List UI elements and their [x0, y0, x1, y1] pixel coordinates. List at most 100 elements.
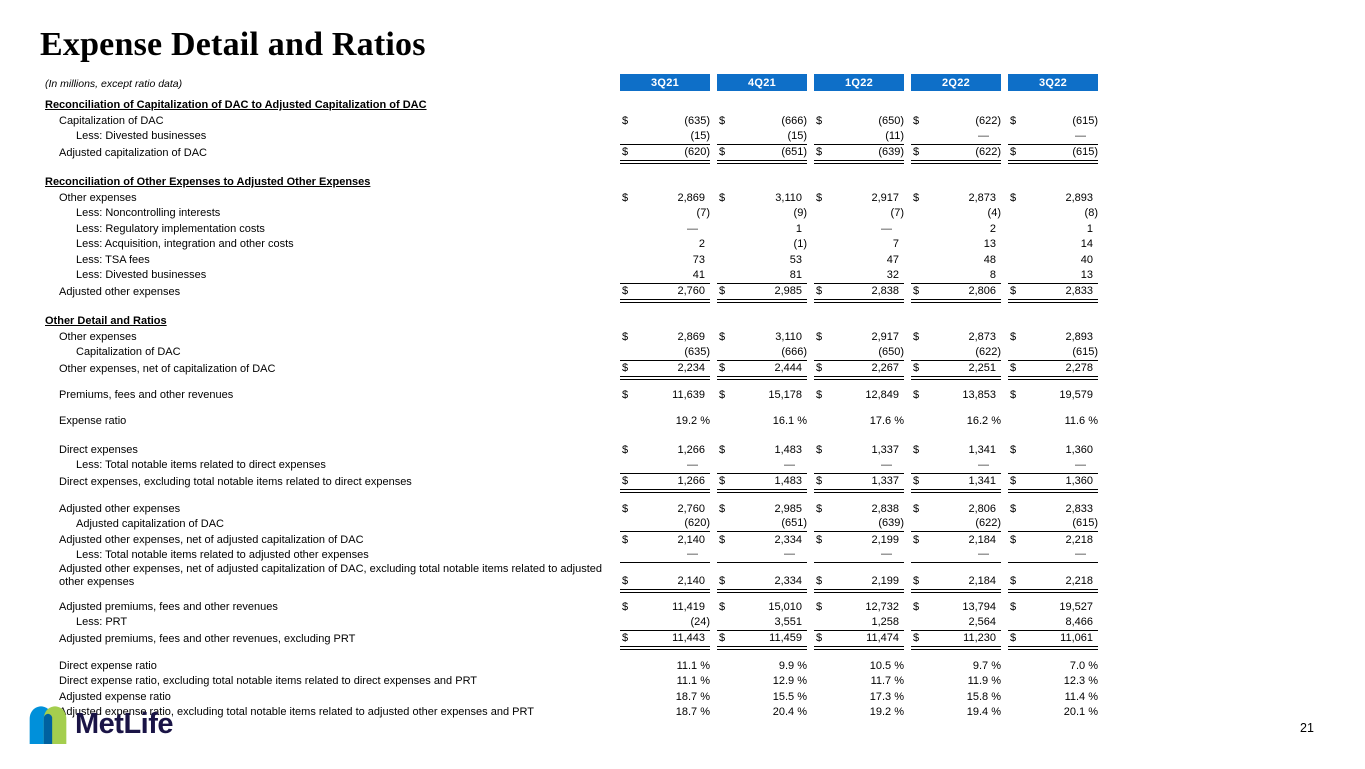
value-text: 3,110: [775, 330, 802, 343]
column-headers: 3Q21 4Q21 1Q22 2Q22 3Q22: [620, 74, 1108, 91]
table-row: Capitalization of DAC (635) (666) (650) (622…: [45, 345, 1108, 361]
value-text: —: [687, 459, 698, 471]
value-text: 10.5 %: [869, 659, 904, 672]
value-text: 73: [692, 253, 705, 266]
dollar-sign: $: [1010, 632, 1017, 644]
value-cell: $19,527: [1008, 601, 1098, 615]
value-text: 9.9 %: [778, 659, 807, 672]
value-text: 1,337: [871, 443, 899, 456]
row-label: Less: Divested businesses: [76, 130, 207, 142]
row-values: — — — — —: [620, 459, 1098, 473]
row-values: $2,140 $2,334 $2,199 $2,184 $2,218: [620, 534, 1098, 548]
table-row: Adjusted capitalization of DAC $ (620) $ (65…: [45, 144, 1108, 164]
value-text: 2,184: [968, 533, 996, 546]
table-row: Less: TSA fees 73 53 47 48 40: [45, 252, 1108, 268]
section-header-row: Other Detail and Ratios: [45, 313, 1108, 329]
value-cell: (9): [717, 207, 807, 221]
value-cell: —: [911, 459, 1001, 473]
value-cell: (8): [1008, 207, 1098, 221]
dollar-sign: $: [719, 575, 726, 587]
value-cell: $ (651): [717, 144, 807, 164]
row-values: $2,760 $2,985 $2,838 $2,806 $2,833: [620, 503, 1098, 517]
value-text: —: [881, 459, 892, 471]
row-label: Adjusted other expenses, net of adjusted…: [59, 533, 364, 546]
dollar-sign: $: [816, 475, 823, 487]
value-text: 15.5 %: [772, 690, 807, 703]
value-text: 13: [1080, 269, 1093, 281]
dollar-sign: $: [816, 114, 823, 127]
row-values: 41 81 32 8 13: [620, 269, 1098, 283]
value-text: (622): [975, 346, 1001, 358]
value-text: (11): [885, 130, 904, 142]
value-text: 7: [892, 238, 899, 250]
row-values: $2,760 $2,985 $2,838 $2,806 $2,833: [620, 283, 1098, 303]
value-text: 12.3 %: [1063, 675, 1098, 687]
value-text: —: [687, 222, 698, 235]
value-cell: $2,334: [717, 534, 807, 548]
value-cell: 11.9 %: [911, 675, 1001, 689]
value-cell: $2,833: [1008, 283, 1098, 303]
dollar-sign: $: [1010, 285, 1017, 297]
value-cell: (4): [911, 207, 1001, 221]
column-header: 4Q21: [717, 74, 807, 91]
value-cell: (1): [717, 238, 807, 252]
value-cell: (15): [620, 130, 710, 144]
value-cell: $2,184: [911, 575, 1001, 593]
value-cell: 11.6 %: [1008, 415, 1098, 429]
value-text: 19,579: [1059, 388, 1093, 401]
row-values: (620) (651) (639) (622) (615): [620, 517, 1098, 532]
value-cell: 47: [814, 254, 904, 268]
value-cell: —: [1008, 459, 1098, 473]
value-cell: 9.9 %: [717, 660, 807, 674]
value-cell: —: [620, 548, 710, 563]
value-text: 19,527: [1059, 600, 1093, 613]
value-text: 2,564: [968, 616, 996, 628]
value-cell: $1,360: [1008, 473, 1098, 493]
value-cell: 18.7 %: [620, 706, 710, 720]
table-row: Adjusted other expenses, net of adjusted…: [45, 563, 1108, 593]
value-text: (666): [781, 114, 807, 127]
value-cell: 12.9 %: [717, 675, 807, 689]
row-spacer: [45, 403, 1108, 414]
column-header: 3Q22: [1008, 74, 1098, 91]
value-cell: $2,838: [814, 283, 904, 303]
value-cell: 15.5 %: [717, 691, 807, 705]
dollar-sign: $: [719, 362, 726, 374]
dollar-sign: $: [622, 443, 629, 456]
dollar-sign: $: [816, 600, 823, 613]
value-cell: 9.7 %: [911, 660, 1001, 674]
value-cell: (639): [814, 517, 904, 532]
dollar-sign: $: [622, 285, 629, 297]
value-text: 18.7 %: [675, 706, 710, 718]
table-row: Less: Regulatory implementation costs —1—…: [45, 221, 1108, 237]
value-text: 2,869: [677, 191, 705, 204]
value-text: 11.1 %: [676, 675, 710, 687]
dollar-sign: $: [913, 575, 920, 587]
value-cell: 18.7 %: [620, 691, 710, 705]
dollar-sign: $: [719, 475, 726, 487]
value-text: 2,893: [1065, 191, 1093, 204]
row-label: Capitalization of DAC: [59, 114, 164, 127]
dollar-sign: $: [719, 330, 726, 343]
row-values: 18.7 % 20.4 % 19.2 % 19.4 % 20.1 %: [620, 706, 1098, 720]
value-text: 11,459: [769, 632, 802, 644]
table-row: Adjusted expense ratio 18.7 % 15.5 % 17.3 %…: [45, 689, 1108, 705]
dollar-sign: $: [622, 632, 629, 644]
table-row: Less: Total notable items related to adj…: [45, 548, 1108, 563]
value-text: (622): [975, 114, 1001, 127]
value-text: 1,483: [774, 475, 802, 487]
dollar-sign: $: [913, 443, 920, 456]
dollar-sign: $: [913, 533, 920, 546]
value-cell: $2,917: [814, 192, 904, 206]
value-text: 2,444: [774, 362, 802, 374]
value-text: 12,849: [865, 388, 899, 401]
value-cell: 19.2 %: [620, 415, 710, 429]
row-label: Less: Divested businesses: [76, 269, 207, 281]
value-text: 11,474: [866, 632, 899, 644]
value-cell: $2,267: [814, 360, 904, 380]
value-cell: (622): [911, 346, 1001, 360]
dollar-sign: $: [913, 191, 920, 204]
value-cell: $13,794: [911, 601, 1001, 615]
value-cell: —: [620, 223, 710, 237]
value-text: 2,199: [871, 533, 899, 546]
